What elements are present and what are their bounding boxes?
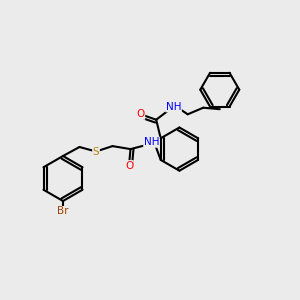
Text: NH: NH (144, 137, 159, 147)
Text: S: S (93, 146, 99, 157)
Text: NH: NH (166, 102, 181, 112)
Text: O: O (136, 109, 145, 119)
Text: Br: Br (57, 206, 69, 217)
Text: O: O (125, 160, 133, 171)
